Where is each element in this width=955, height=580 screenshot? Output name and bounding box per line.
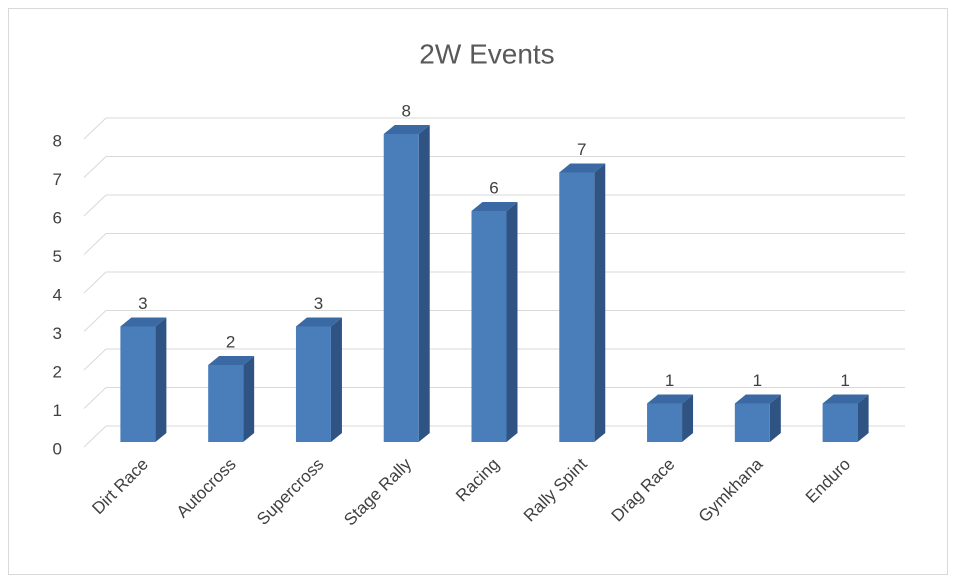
data-label: 7 [577,140,586,159]
bar [295,326,331,442]
chart-title: 2W Events [419,38,554,69]
grid-line [83,387,905,409]
bar [120,326,156,442]
bar-top [383,125,430,134]
y-tick-label: 2 [53,362,62,381]
grid-line [83,194,905,217]
y-tick-label: 5 [53,247,62,266]
bar-top [822,394,869,404]
bar [647,403,683,442]
data-label: 3 [314,294,323,313]
y-tick-label: 3 [53,324,62,343]
grid-line [83,348,905,371]
grid-line [83,233,905,255]
grid-line [83,425,905,448]
bar [822,403,858,442]
y-tick-label: 4 [53,285,62,304]
bar-side [243,356,255,442]
bar-top [120,317,167,327]
bar-top [295,317,342,327]
bar [471,211,507,442]
bar-side [506,202,518,442]
bar-side [857,394,869,442]
data-label: 1 [753,371,762,390]
bar-top [208,356,255,365]
bar [383,134,419,442]
data-label: 6 [489,178,498,197]
data-label: 8 [401,101,410,120]
y-tick-label: 7 [53,170,62,189]
grid-line [83,310,905,332]
bar [208,365,244,442]
y-tick-label: 0 [53,439,62,458]
bar-top [734,394,781,404]
data-label: 3 [138,294,147,313]
bar-top [647,394,694,404]
data-label: 2 [226,332,235,351]
bar-side [330,317,342,442]
grid-line [83,156,905,178]
y-tick-label: 8 [53,131,62,150]
bar-side [769,394,781,442]
bar-top [471,202,518,211]
bar-side [594,163,606,442]
bar-side [155,317,167,442]
data-label: 1 [665,371,674,390]
bar-side [682,394,694,442]
y-tick-label: 1 [53,401,62,420]
bar [559,172,595,442]
bar-top [559,163,606,173]
grid-line [83,271,905,294]
bar-side [418,125,430,442]
bar [734,403,770,442]
grid-line [83,117,905,140]
data-label: 1 [840,371,849,390]
y-tick-label: 6 [53,208,62,227]
